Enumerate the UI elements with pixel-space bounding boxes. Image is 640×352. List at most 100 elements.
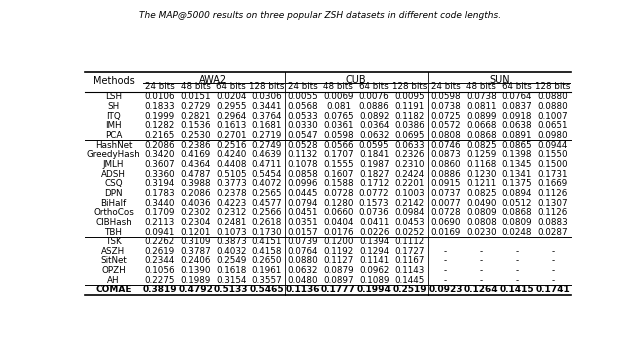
Text: 24 bits: 24 bits [431,82,460,92]
Text: 0.0404: 0.0404 [323,218,354,227]
Text: 0.1375: 0.1375 [502,179,532,188]
Text: 0.0944: 0.0944 [538,140,568,150]
Text: 0.0632: 0.0632 [287,266,318,275]
Text: 0.0891: 0.0891 [502,131,532,140]
Text: TSK: TSK [105,237,122,246]
Text: 0.0547: 0.0547 [287,131,318,140]
Text: 0.2481: 0.2481 [216,218,246,227]
Text: 0.0738: 0.0738 [466,92,497,101]
Text: 0.0252: 0.0252 [395,227,425,237]
Text: 48 bits: 48 bits [467,82,496,92]
Text: 0.1989: 0.1989 [180,276,211,285]
Text: -: - [480,266,483,275]
Text: HashNet: HashNet [95,140,132,150]
Text: 128 bits: 128 bits [535,82,571,92]
Text: 0.1073: 0.1073 [216,227,246,237]
Text: 0.0811: 0.0811 [466,102,497,111]
Text: 0.4169: 0.4169 [180,150,211,159]
Text: 0.0411: 0.0411 [359,218,389,227]
Text: 0.0868: 0.0868 [466,131,497,140]
Text: 0.2304: 0.2304 [180,218,211,227]
Text: 0.2566: 0.2566 [252,208,282,217]
Text: 0.1126: 0.1126 [538,189,568,198]
Text: -: - [515,266,518,275]
Text: 0.1550: 0.1550 [538,150,568,159]
Text: 0.0248: 0.0248 [502,227,532,237]
Text: 0.0595: 0.0595 [359,140,390,150]
Text: 0.0809: 0.0809 [466,208,497,217]
Text: 0.0533: 0.0533 [287,112,318,120]
Text: 0.1078: 0.1078 [287,160,318,169]
Text: 0.0897: 0.0897 [323,276,354,285]
Text: PCA: PCA [105,131,122,140]
Text: Methods: Methods [93,76,134,86]
Text: 0.1182: 0.1182 [395,112,425,120]
Text: 0.1168: 0.1168 [466,160,497,169]
Text: 0.0737: 0.0737 [430,189,461,198]
Text: -: - [444,276,447,285]
Text: 0.0660: 0.0660 [323,208,354,217]
Text: 0.4711: 0.4711 [252,160,282,169]
Text: 0.0204: 0.0204 [216,92,246,101]
Text: 0.1394: 0.1394 [359,237,389,246]
Text: 0.0728: 0.0728 [323,189,354,198]
Text: 0.0918: 0.0918 [502,112,532,120]
Text: 0.1127: 0.1127 [323,257,354,265]
Text: 0.3441: 0.3441 [252,102,282,111]
Text: 0.0076: 0.0076 [359,92,390,101]
Text: OrthoCos: OrthoCos [93,208,134,217]
Text: 0.2165: 0.2165 [145,131,175,140]
Text: 0.1341: 0.1341 [502,170,532,178]
Text: -: - [552,266,554,275]
Text: 0.0157: 0.0157 [287,227,318,237]
Text: 0.1445: 0.1445 [395,276,425,285]
Text: 0.1573: 0.1573 [359,199,390,208]
Text: 0.0858: 0.0858 [287,170,318,178]
Text: 0.5133: 0.5133 [214,285,248,295]
Text: 0.0386: 0.0386 [394,121,425,130]
Text: -: - [480,276,483,285]
Text: 0.0632: 0.0632 [359,131,389,140]
Text: 0.0633: 0.0633 [394,140,425,150]
Text: 0.1307: 0.1307 [538,199,568,208]
Text: 0.3988: 0.3988 [180,179,211,188]
Text: OPZH: OPZH [101,266,126,275]
Text: 0.3764: 0.3764 [252,112,282,120]
Text: 0.1141: 0.1141 [359,257,389,265]
Text: 0.4240: 0.4240 [216,150,246,159]
Text: 0.1003: 0.1003 [394,189,425,198]
Text: 0.2719: 0.2719 [252,131,282,140]
Text: 0.2619: 0.2619 [145,247,175,256]
Text: 0.1201: 0.1201 [180,227,211,237]
Text: 0.1280: 0.1280 [323,199,354,208]
Text: 0.2530: 0.2530 [180,131,211,140]
Text: 0.2312: 0.2312 [216,208,246,217]
Text: 0.2344: 0.2344 [145,257,175,265]
Text: 0.3787: 0.3787 [180,247,211,256]
Text: 0.1741: 0.1741 [536,285,570,295]
Text: 0.1089: 0.1089 [359,276,389,285]
Text: 0.1709: 0.1709 [145,208,175,217]
Text: 0.1136: 0.1136 [285,285,320,295]
Text: 0.3194: 0.3194 [145,179,175,188]
Text: 0.0980: 0.0980 [538,131,568,140]
Text: -: - [444,247,447,256]
Text: 0.2821: 0.2821 [180,112,211,120]
Text: 48 bits: 48 bits [180,82,211,92]
Text: 0.3109: 0.3109 [180,237,211,246]
Text: 0.0996: 0.0996 [287,179,318,188]
Text: 0.2275: 0.2275 [145,276,175,285]
Text: CIBHash: CIBHash [95,218,132,227]
Text: 128 bits: 128 bits [250,82,285,92]
Text: 0.0306: 0.0306 [252,92,282,101]
Text: 0.1607: 0.1607 [323,170,354,178]
Text: 0.4408: 0.4408 [216,160,246,169]
Text: 0.2378: 0.2378 [216,189,246,198]
Text: 0.1841: 0.1841 [359,150,389,159]
Text: 0.0230: 0.0230 [466,227,497,237]
Text: 0.1282: 0.1282 [145,121,175,130]
Text: 0.0069: 0.0069 [323,92,354,101]
Text: 0.3557: 0.3557 [252,276,282,285]
Text: 0.0364: 0.0364 [359,121,389,130]
Text: 0.0746: 0.0746 [430,140,461,150]
